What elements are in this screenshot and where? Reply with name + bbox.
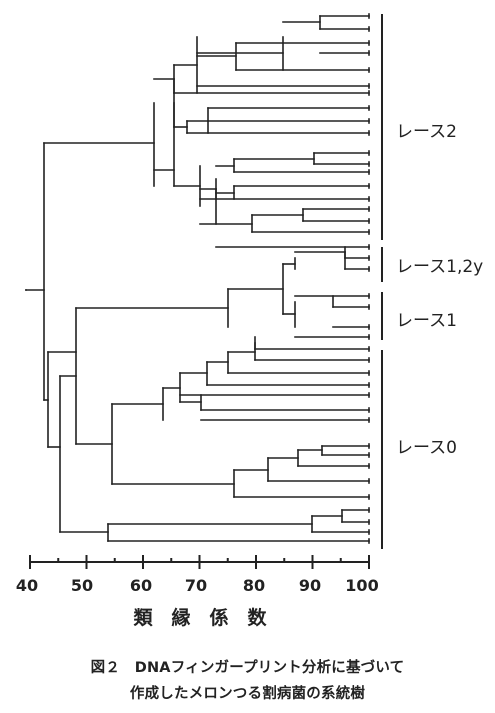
axis-tick-label-60: 60 [130, 576, 152, 595]
axis-tick-label-100: 100 [345, 576, 378, 595]
axis-tick-label-50: 50 [71, 576, 93, 595]
group-label-race2: レース2 [396, 122, 457, 142]
axis-title: 類 縁 係 数 [132, 606, 267, 629]
similarity-axis [29, 555, 370, 569]
axis-tick-label-80: 80 [243, 576, 265, 595]
axis-tick-label-40: 40 [16, 576, 38, 595]
dendrogram-branches [25, 13, 370, 544]
axis-tick-label-90: 90 [299, 576, 321, 595]
group-label-race1: レース1 [396, 311, 457, 331]
caption-line-1: 図２ DNAフィンガープリント分析に基づいて [90, 660, 405, 676]
caption-line-2: 作成したメロンつる割病菌の系統樹 [129, 686, 366, 702]
axis-tick-label-70: 70 [185, 576, 207, 595]
group-label-race12y: レース1,2y [396, 257, 483, 277]
group-label-race0: レース0 [396, 438, 457, 458]
